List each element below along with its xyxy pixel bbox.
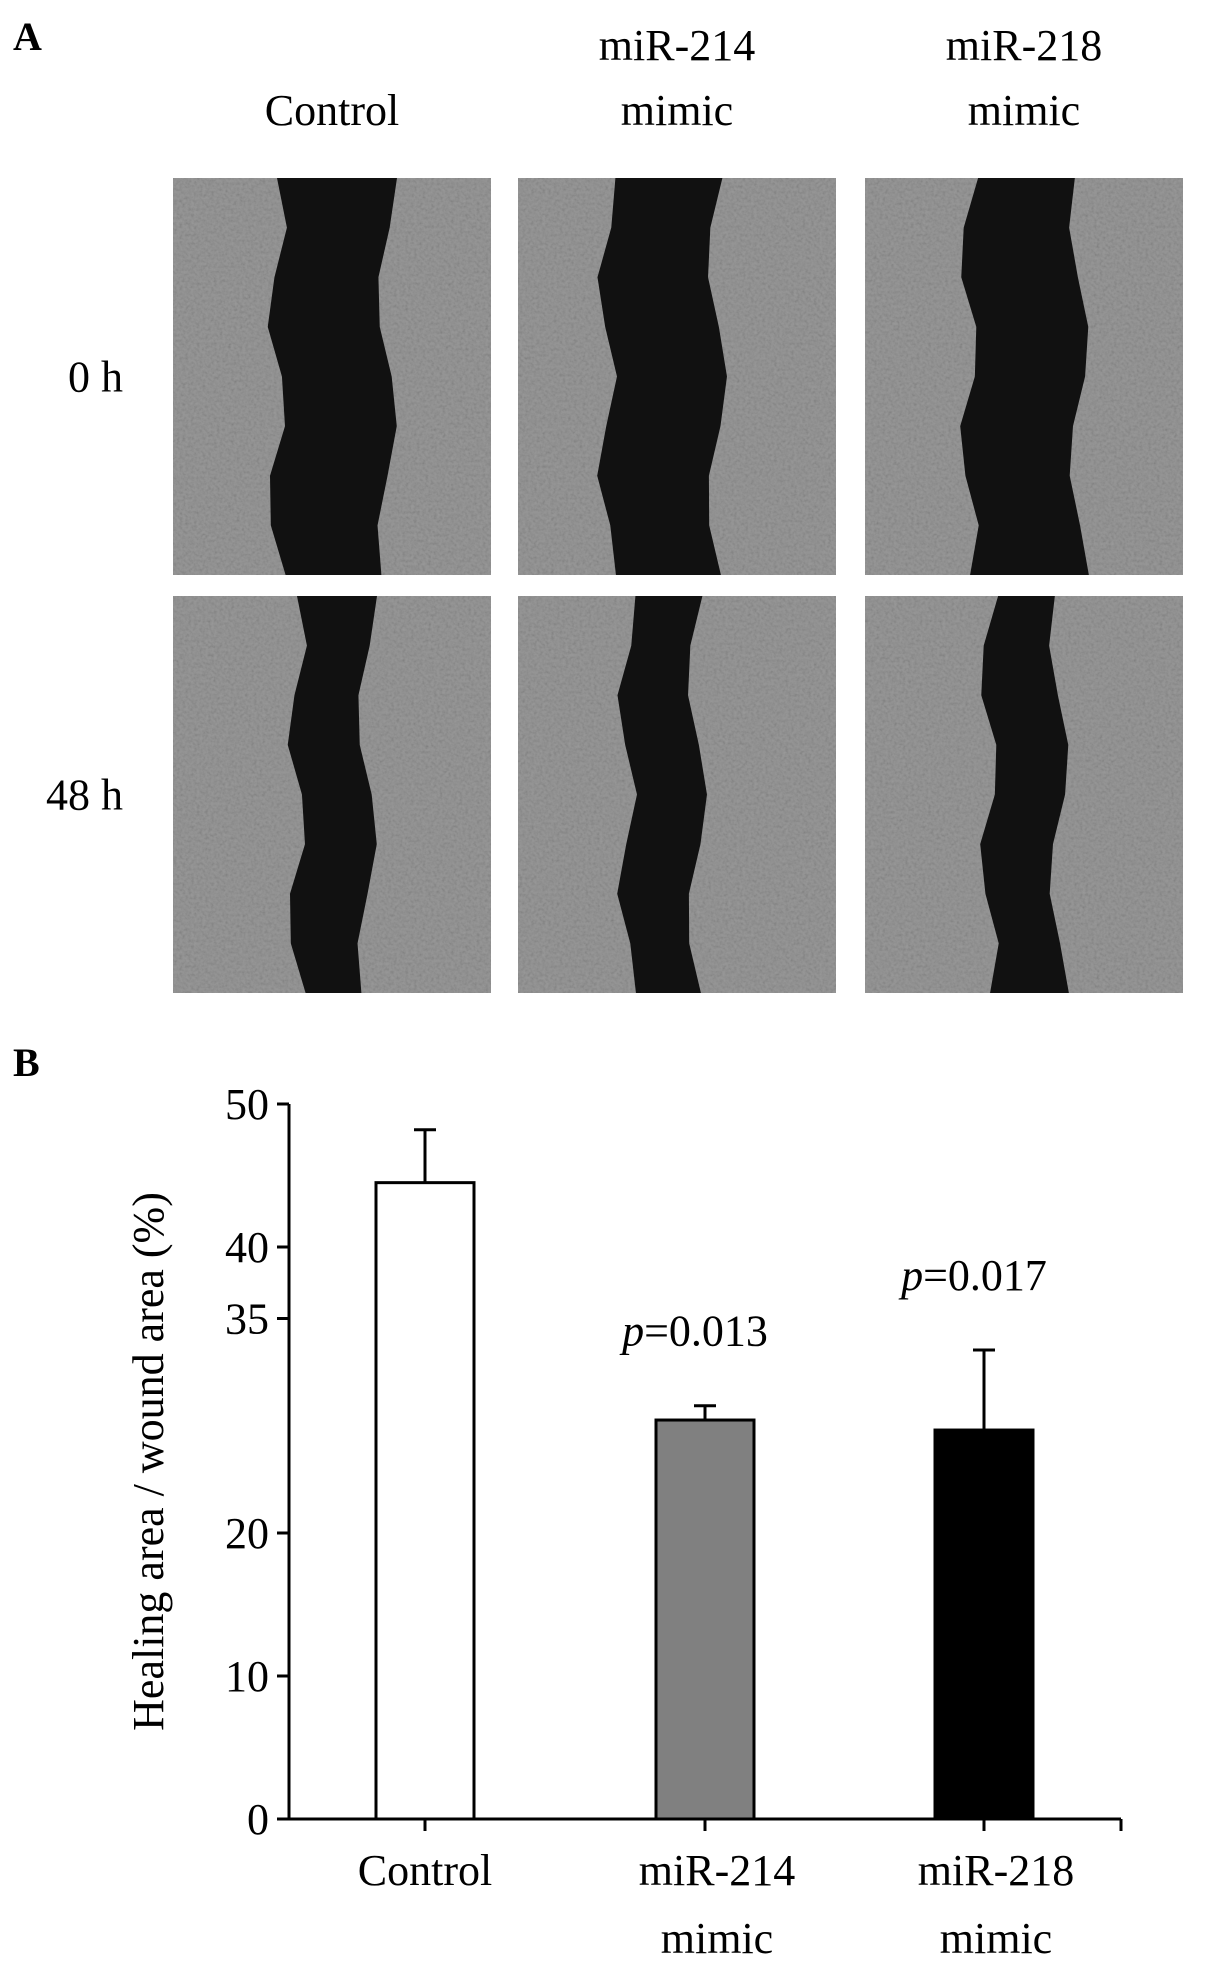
y-tick-label: 20 (225, 1509, 269, 1558)
column-label: mimic (621, 86, 733, 135)
y-tick-label: 40 (225, 1223, 269, 1272)
panel-label: B (13, 1040, 40, 1085)
column-label: mimic (968, 86, 1080, 135)
y-axis-title: Healing area / wound area (%) (124, 1192, 173, 1731)
micrograph (518, 178, 836, 575)
micrograph (865, 178, 1183, 575)
wound-gap (980, 596, 1069, 993)
micrograph (173, 178, 491, 575)
x-tick-label: Control (358, 1846, 492, 1895)
x-tick-label: miR-214 (639, 1846, 795, 1895)
bar (933, 1428, 1035, 1821)
bar (374, 1181, 476, 1821)
annotation-symbol: p (898, 1251, 923, 1300)
annotation-symbol: p (619, 1307, 644, 1356)
column-label: miR-214 (599, 21, 755, 70)
panel-label: A (13, 14, 42, 59)
y-tick-label: 50 (225, 1080, 269, 1129)
x-tick-label: miR-218 (918, 1846, 1074, 1895)
y-tick-label: 0 (247, 1795, 269, 1844)
y-tick-label: 35 (225, 1295, 269, 1344)
annotation: p=0.013 (619, 1307, 768, 1356)
bar (654, 1418, 756, 1821)
wound-gap (267, 178, 397, 575)
wound-gap (960, 178, 1089, 575)
x-tick-label: mimic (940, 1914, 1052, 1963)
wound-gap (597, 178, 727, 575)
y-tick-label: 10 (225, 1652, 269, 1701)
x-tick-label: mimic (661, 1914, 773, 1963)
wound-gap (617, 596, 707, 993)
wound-gap (287, 596, 377, 993)
row-label: 0 h (68, 353, 123, 402)
micrographs: Control miR-214 mimic miR-218 mimic 0 h 48 h (46, 21, 1183, 993)
micrograph (865, 596, 1183, 993)
micrograph (173, 596, 491, 993)
annotation-text: =0.017 (923, 1251, 1047, 1300)
annotation: p=0.017 (898, 1251, 1047, 1300)
column-label: miR-218 (946, 21, 1102, 70)
row-label: 48 h (46, 771, 123, 820)
annotation-text: =0.013 (644, 1307, 768, 1356)
bar-chart: 0 10 20 35 40 50 Healing area / wound area (%)… (124, 1080, 1123, 1963)
column-label: Control (265, 86, 399, 135)
micrograph (518, 596, 836, 993)
